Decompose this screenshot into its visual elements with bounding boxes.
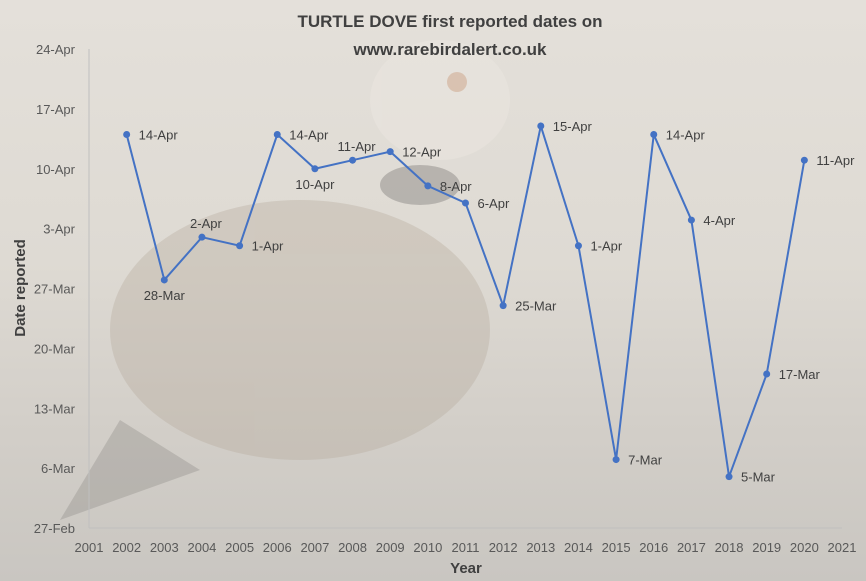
y-tick-label: 3-Apr [43,222,75,237]
data-point [800,156,808,164]
data-point [160,276,168,284]
x-axis-title: Year [450,560,482,577]
x-tick-label: 2020 [790,540,819,555]
data-label: 14-Apr [139,128,179,143]
data-point [574,242,582,250]
data-point [650,131,658,139]
x-tick-label: 2006 [263,540,292,555]
y-tick-label: 13-Mar [34,401,76,416]
x-tick-label: 2004 [187,540,216,555]
x-tick-label: 2021 [828,540,857,555]
x-tick-label: 2015 [602,540,631,555]
data-label: 4-Apr [703,213,735,228]
data-label: 8-Apr [440,179,472,194]
x-tick-label: 2012 [489,540,518,555]
y-tick-label: 10-Apr [36,162,76,177]
x-tick-label: 2013 [526,540,555,555]
data-label: 14-Apr [289,128,329,143]
data-label: 12-Apr [402,145,442,160]
data-label: 17-Mar [779,367,821,382]
data-label: 1-Apr [590,239,622,254]
x-tick-label: 2019 [752,540,781,555]
x-tick-label: 2011 [452,540,480,555]
data-point [537,122,545,130]
y-tick-label: 27-Feb [34,521,75,536]
data-point [198,233,206,241]
data-point [612,456,620,464]
data-point [499,302,507,310]
y-tick-label: 27-Mar [34,282,76,297]
x-tick-label: 2010 [413,540,442,555]
dove-silhouette [60,40,510,520]
data-label: 1-Apr [252,239,284,254]
x-tick-label: 2018 [715,540,744,555]
data-point [386,148,394,156]
data-label: 15-Apr [553,119,593,134]
data-point [236,242,244,250]
x-tick-label: 2009 [376,540,405,555]
data-label: 11-Apr [338,139,377,154]
x-tick-label: 2008 [338,540,367,555]
y-tick-label: 20-Mar [34,341,76,356]
data-point [462,199,469,207]
x-tick-label: 2001 [75,540,104,555]
x-tick-label: 2016 [639,540,668,555]
y-tick-label: 6-Mar [41,461,76,476]
data-point [763,370,771,378]
x-tick-label: 2003 [150,540,179,555]
data-point [273,131,281,139]
data-point [349,156,357,164]
y-axis-title: Date reported [12,239,29,337]
data-label: 28-Mar [144,288,186,303]
data-label: 5-Mar [741,470,776,485]
data-point [123,131,131,139]
x-tick-label: 2002 [112,540,141,555]
data-label: 6-Apr [478,196,510,211]
chart-title-line2: www.rarebirdalert.co.uk [352,40,547,59]
data-point [725,473,733,481]
x-tick-label: 2017 [677,540,706,555]
x-tick-label: 2005 [225,540,254,555]
data-label: 25-Mar [515,299,557,314]
data-label: 10-Apr [295,177,335,192]
x-tick-label: 2007 [300,540,329,555]
y-tick-label: 24-Apr [36,42,76,57]
data-label: 14-Apr [666,128,706,143]
data-point [424,182,432,190]
data-label: 11-Apr [816,153,855,168]
data-label: 7-Mar [628,453,663,468]
y-tick-label: 17-Apr [36,102,76,117]
chart-title-line1: TURTLE DOVE first reported dates on [297,12,602,31]
x-tick-label: 2014 [564,540,593,555]
data-point [687,216,695,224]
data-label: 2-Apr [190,216,222,231]
data-point [311,165,319,173]
